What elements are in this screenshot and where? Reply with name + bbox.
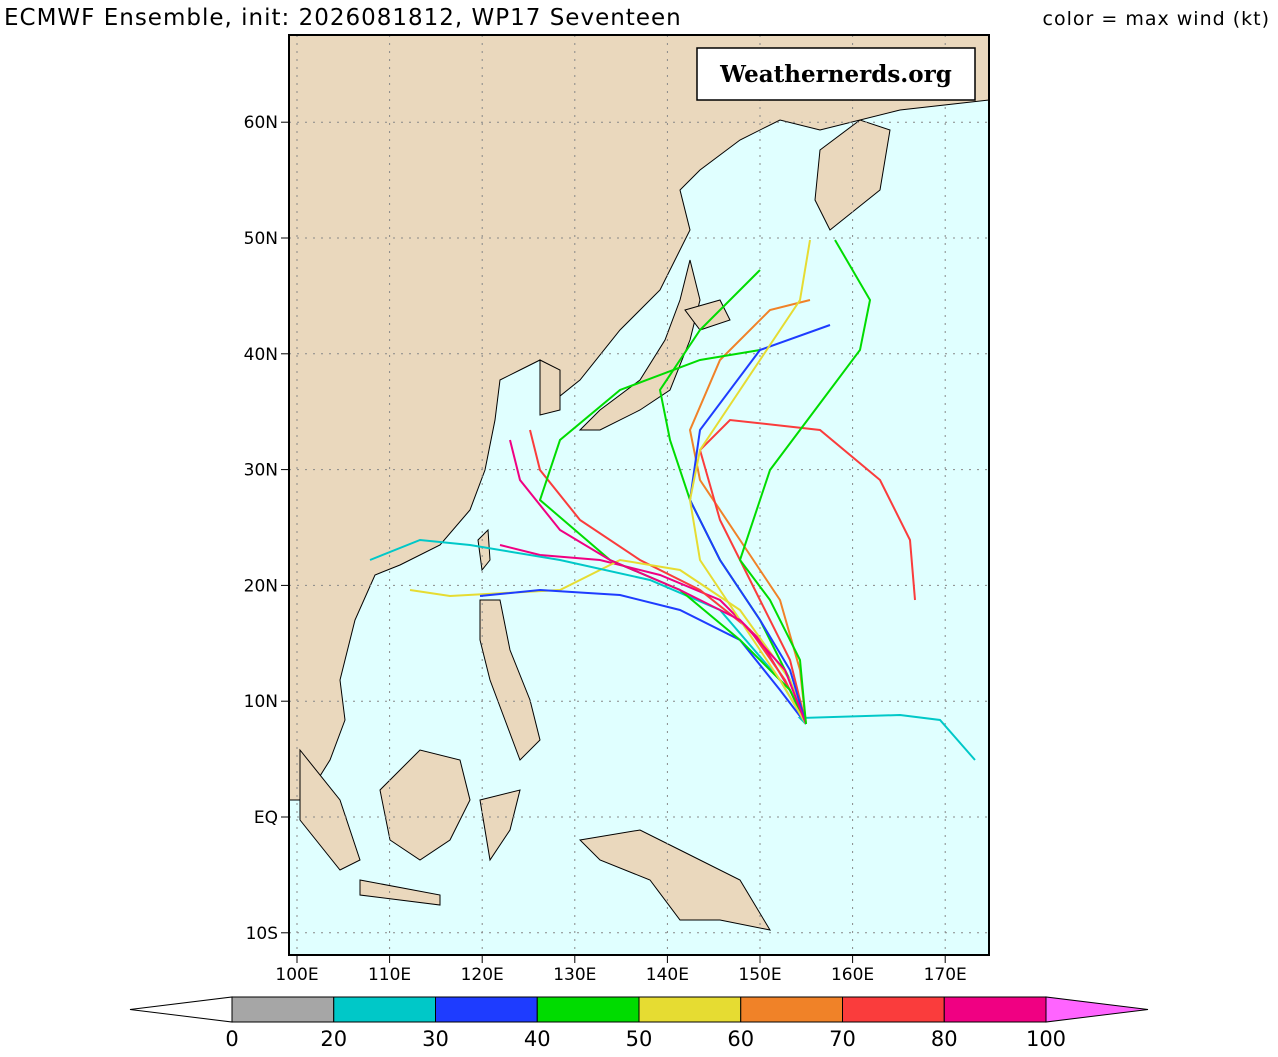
colorbar-label: 40 <box>524 1027 551 1051</box>
lat-tick-label: 10N <box>244 692 278 712</box>
lat-tick-label: 60N <box>244 113 278 133</box>
lon-tick-label: 110E <box>368 965 411 985</box>
colorbar-label: 30 <box>422 1027 449 1051</box>
lon-tick-label: 160E <box>831 965 874 985</box>
land <box>289 35 989 931</box>
colorbar: 0 20 30 40 50 60 70 80 100 <box>129 996 1149 1051</box>
grid <box>289 35 989 955</box>
colorbar-segment <box>638 996 742 1023</box>
lat-tick-label: 40N <box>244 345 278 365</box>
colorbar-under <box>129 996 233 1023</box>
colorbar-segment <box>536 996 640 1023</box>
lat-tick-label: 20N <box>244 576 278 596</box>
lon-tick-label: 120E <box>461 965 504 985</box>
colorbar-label: 60 <box>727 1027 754 1051</box>
colorbar-segment <box>740 996 843 1023</box>
colorbar-label: 100 <box>1026 1027 1066 1051</box>
watermark-box <box>696 47 976 101</box>
colorbar-label: 70 <box>829 1027 856 1051</box>
colorbar-segment <box>943 996 1047 1023</box>
lat-tick-label: EQ <box>254 808 278 828</box>
tracks <box>369 239 976 761</box>
map-frame <box>288 34 990 956</box>
lon-tick-label: 140E <box>646 965 689 985</box>
lat-tick-label: 30N <box>244 461 278 481</box>
lon-tick-label: 100E <box>275 965 318 985</box>
colorbar-label: 20 <box>320 1027 347 1051</box>
lon-tick-label: 130E <box>553 965 596 985</box>
colorbar-segment <box>435 996 538 1023</box>
watermark: Weathernerds.org <box>719 61 952 88</box>
colorbar-segment <box>231 996 335 1023</box>
lon-tick-label: 170E <box>924 965 967 985</box>
lon-tick-label: 150E <box>738 965 781 985</box>
colorbar-label: 0 <box>225 1027 238 1051</box>
colorbar-segment <box>333 996 436 1023</box>
subtitle: color = max wind (kt) <box>1043 8 1270 30</box>
colorbar-segment <box>842 996 945 1023</box>
colorbar-label: 50 <box>626 1027 653 1051</box>
title: ECMWF Ensemble, init: 2026081812, WP17 S… <box>4 5 682 31</box>
colorbar-label: 80 <box>931 1027 958 1051</box>
lat-tick-label: 50N <box>244 229 278 249</box>
lat-tick-label: 10S <box>246 924 278 944</box>
colorbar-over <box>1045 996 1149 1023</box>
